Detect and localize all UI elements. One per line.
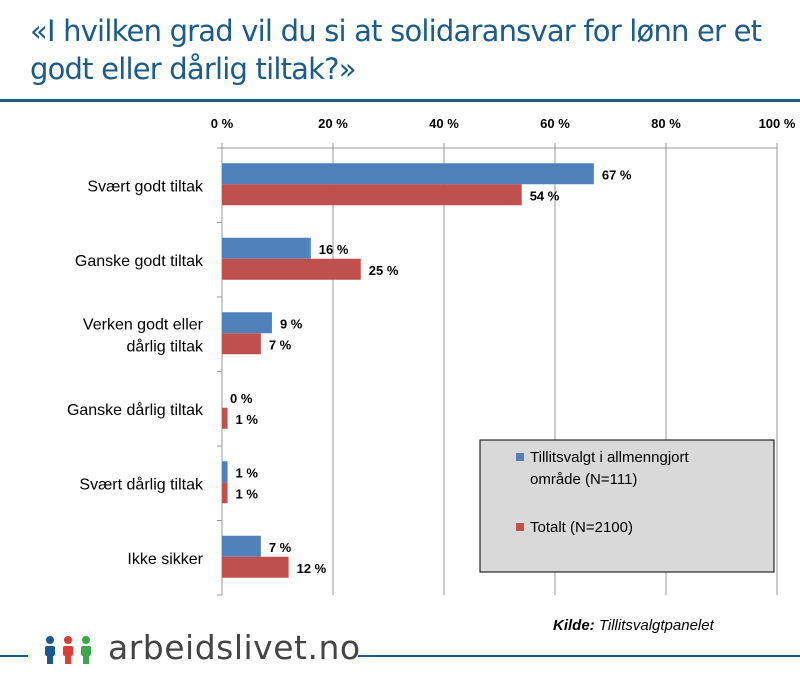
data-label: 54 % — [530, 188, 560, 203]
title-divider — [0, 99, 800, 102]
bar — [222, 482, 228, 504]
data-label: 1 % — [236, 465, 259, 480]
data-label: 16 % — [319, 242, 349, 257]
x-tick-label: 80 % — [651, 116, 681, 131]
category-label: Ikke sikker — [127, 551, 203, 568]
bar — [222, 258, 361, 280]
category-label: Ganske dårlig tiltak — [67, 401, 204, 419]
legend-label: Totalt (N=2100) — [530, 519, 633, 536]
x-tick-label: 0 % — [211, 116, 234, 131]
bar — [222, 535, 261, 557]
bar — [222, 312, 272, 334]
category-label: Verken godt eller — [83, 316, 204, 333]
footer-line-left — [0, 655, 28, 657]
x-tick-label: 60 % — [540, 116, 570, 131]
data-label: 0 % — [230, 391, 253, 406]
bar — [222, 163, 594, 185]
x-tick-label: 100 % — [759, 116, 796, 131]
bar — [222, 237, 311, 259]
x-tick-label: 40 % — [429, 116, 459, 131]
bar — [222, 333, 261, 355]
category-label: Svært dårlig tiltak — [79, 475, 204, 493]
data-label: 9 % — [280, 316, 303, 331]
category-label: dårlig tiltak — [127, 337, 204, 355]
data-label: 7 % — [269, 337, 292, 352]
category-label: Ganske godt tiltak — [75, 253, 204, 270]
legend-box — [479, 439, 775, 573]
data-label: 12 % — [297, 561, 327, 576]
bar — [222, 461, 228, 483]
legend-swatch — [516, 523, 524, 531]
bar — [222, 184, 522, 206]
category-label: Svært godt tiltak — [87, 178, 204, 195]
data-label: 1 % — [236, 412, 259, 427]
data-label: 1 % — [236, 486, 259, 501]
bar — [222, 556, 289, 578]
data-label: 67 % — [602, 167, 632, 182]
source-label: Kilde: — [553, 617, 595, 634]
chart-title: «I hvilken grad vil du si at solidaransv… — [30, 14, 762, 86]
data-label: 7 % — [269, 540, 292, 555]
legend-swatch — [516, 453, 524, 461]
legend-label: Tillitsvalgt i allmenngjort — [530, 449, 689, 466]
bar — [222, 407, 228, 429]
logo-text: arbeidslivet.no — [108, 628, 361, 667]
source-note: Kilde: Tillitsvalgtpanelet — [553, 617, 714, 634]
source-value: Tillitsvalgtpanelet — [598, 617, 714, 634]
x-tick-label: 20 % — [318, 116, 348, 131]
footer-line-right — [358, 655, 800, 657]
data-label: 25 % — [369, 263, 399, 278]
legend-label: område (N=111) — [530, 471, 637, 488]
